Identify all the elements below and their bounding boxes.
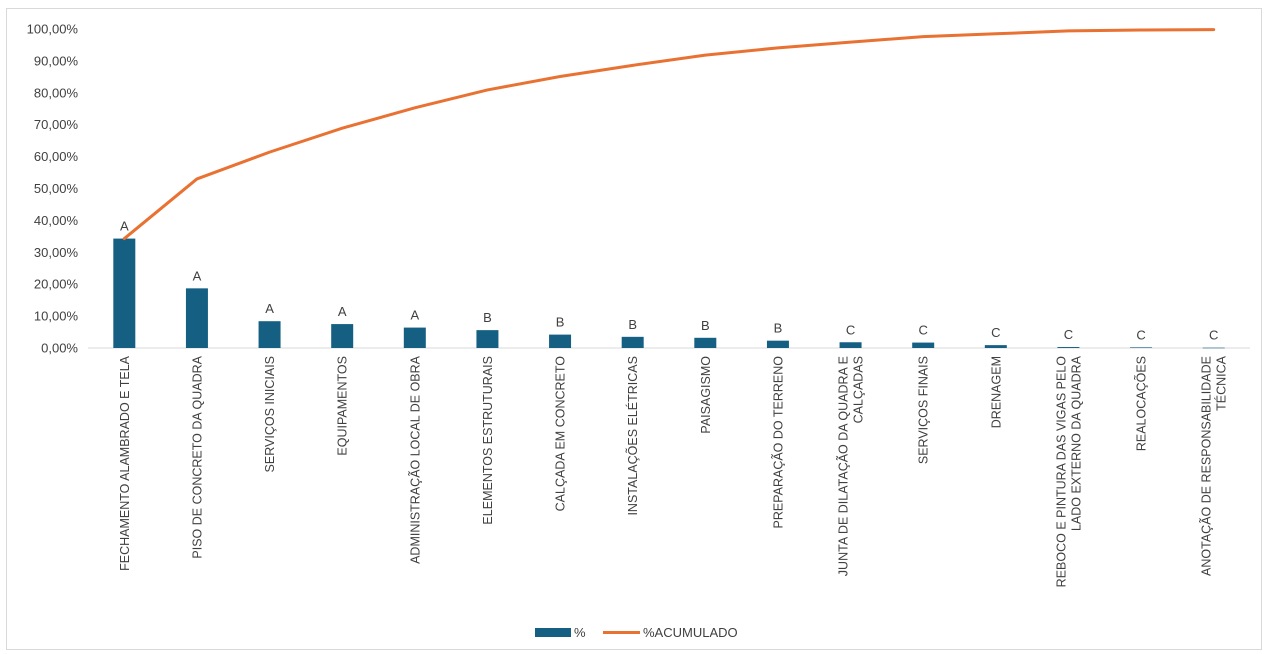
x-tick-label: SERVIÇOS FINAIS <box>917 356 931 464</box>
bar <box>1130 347 1153 348</box>
x-tick-label-line: REBOCO E PINTURA DAS VIGAS PELO <box>1054 356 1068 588</box>
x-tick-label-line: SERVIÇOS FINAIS <box>917 356 931 464</box>
x-tick-label-line: SERVIÇOS INICIAIS <box>263 356 277 472</box>
x-tick-label-line: REALOCAÇÕES <box>1134 356 1149 451</box>
y-tick-label: 90,00% <box>34 53 79 68</box>
bar-data-label: C <box>1209 328 1218 343</box>
bar-data-label: A <box>193 268 202 283</box>
bar <box>621 336 644 348</box>
bar-data-label: A <box>120 219 129 234</box>
bar <box>403 327 426 348</box>
x-tick-label: PREPARAÇÃO DO TERRENO <box>771 356 785 529</box>
y-tick-label: 40,00% <box>34 213 79 228</box>
y-tick-label: 100,00% <box>27 22 79 37</box>
bar <box>331 324 354 348</box>
y-tick-label: 0,00% <box>41 341 78 356</box>
x-tick-label-line: PISO DE CONCRETO DA QUADRA <box>190 355 204 558</box>
bar-data-label: A <box>265 301 274 316</box>
bar-data-label: C <box>846 322 855 337</box>
x-tick-label: DRENAGEM <box>989 356 1003 428</box>
x-axis-tick-labels: FECHAMENTO ALAMBRADO E TELA PISO DE CONCR… <box>118 355 1229 587</box>
bar <box>766 340 789 348</box>
legend: % %ACUMULADO <box>535 625 738 640</box>
x-tick-label-line: FECHAMENTO ALAMBRADO E TELA <box>118 355 132 571</box>
legend-label-line: %ACUMULADO <box>643 625 738 640</box>
x-tick-label: REBOCO E PINTURA DAS VIGAS PELOLADO EXTE… <box>1054 355 1083 587</box>
x-tick-label: SERVIÇOS INICIAIS <box>263 356 277 472</box>
bar <box>694 337 717 348</box>
x-tick-label-line: CALÇADA EM CONCRETO <box>554 356 568 512</box>
x-tick-label-line: PAISAGISMO <box>699 356 713 434</box>
x-tick-label: INSTALAÇÕES ELÉTRICAS <box>625 356 640 516</box>
bar-data-label: B <box>628 317 637 332</box>
bar <box>839 342 862 348</box>
bar-data-label: C <box>1064 327 1073 342</box>
x-tick-label: JUNTA DE DILATAÇÃO DA QUADRA ECALÇADAS <box>837 356 866 576</box>
bar <box>912 342 935 348</box>
x-tick-label-line: INSTALAÇÕES ELÉTRICAS <box>625 356 640 516</box>
x-tick-label: EQUIPAMENTOS <box>336 356 350 456</box>
legend-swatch-bar <box>535 628 571 637</box>
x-tick-label-line: PREPARAÇÃO DO TERRENO <box>771 356 785 529</box>
bar <box>549 334 572 348</box>
y-tick-label: 70,00% <box>34 117 79 132</box>
bar <box>1057 347 1080 348</box>
cumulative-line <box>122 28 1216 241</box>
x-tick-label-line: DRENAGEM <box>989 356 1003 428</box>
bar <box>1202 347 1225 349</box>
bar-data-label: A <box>338 304 347 319</box>
bar-series <box>113 238 1225 349</box>
x-tick-label: PISO DE CONCRETO DA QUADRA <box>190 355 204 558</box>
bar-data-label: B <box>701 318 710 333</box>
x-tick-label-line: CALÇADAS <box>852 356 866 423</box>
chart-frame <box>6 8 1262 650</box>
y-tick-label: 50,00% <box>34 181 79 196</box>
x-tick-label: FECHAMENTO ALAMBRADO E TELA <box>118 355 132 571</box>
y-tick-label: 80,00% <box>34 85 79 100</box>
x-tick-label-line: JUNTA DE DILATAÇÃO DA QUADRA E <box>837 356 851 576</box>
bar <box>476 330 499 348</box>
bar <box>185 288 208 348</box>
bar-data-label: C <box>1136 327 1145 342</box>
bar-data-labels: A A A A A B B B B B C C C C C C <box>120 219 1218 343</box>
cumulative-line-series <box>122 28 1216 241</box>
bar-data-label: A <box>410 308 419 323</box>
bar-data-label: B <box>483 310 492 325</box>
x-tick-label: CALÇADA EM CONCRETO <box>554 356 568 512</box>
bar <box>258 321 281 348</box>
bar-data-label: C <box>991 325 1000 340</box>
bar-data-label: B <box>556 315 565 330</box>
y-tick-label: 30,00% <box>34 245 79 260</box>
legend-label-bar: % <box>574 625 586 640</box>
x-tick-label-line: TÉCNICA <box>1214 355 1229 411</box>
bar-data-label: C <box>918 323 927 338</box>
x-tick-label-line: LADO EXTERNO DA QUADRA <box>1069 355 1083 531</box>
bar <box>984 345 1007 348</box>
bar-data-label: B <box>774 321 783 336</box>
y-tick-label: 20,00% <box>34 277 79 292</box>
x-tick-label: ADMINISTRAÇÃO LOCAL DE OBRA <box>408 355 422 564</box>
x-tick-label: PAISAGISMO <box>699 356 713 434</box>
x-tick-label-line: ELEMENTOS ESTRUTURAIS <box>481 356 495 525</box>
x-tick-label: REALOCAÇÕES <box>1134 356 1149 451</box>
x-tick-label-line: ADMINISTRAÇÃO LOCAL DE OBRA <box>408 355 422 564</box>
x-tick-label-line: ANOTAÇÃO DE RESPONSABILIDADE <box>1200 356 1214 576</box>
x-tick-label-line: EQUIPAMENTOS <box>336 356 350 456</box>
y-tick-label: 10,00% <box>34 309 79 324</box>
x-tick-label: ELEMENTOS ESTRUTURAIS <box>481 356 495 525</box>
y-tick-label: 60,00% <box>34 149 79 164</box>
bar <box>113 238 136 348</box>
x-tick-label: ANOTAÇÃO DE RESPONSABILIDADETÉCNICA <box>1200 355 1229 576</box>
y-axis: 0,00% 10,00% 20,00% 30,00% 40,00% 50,00% 60,00… <box>27 22 79 356</box>
